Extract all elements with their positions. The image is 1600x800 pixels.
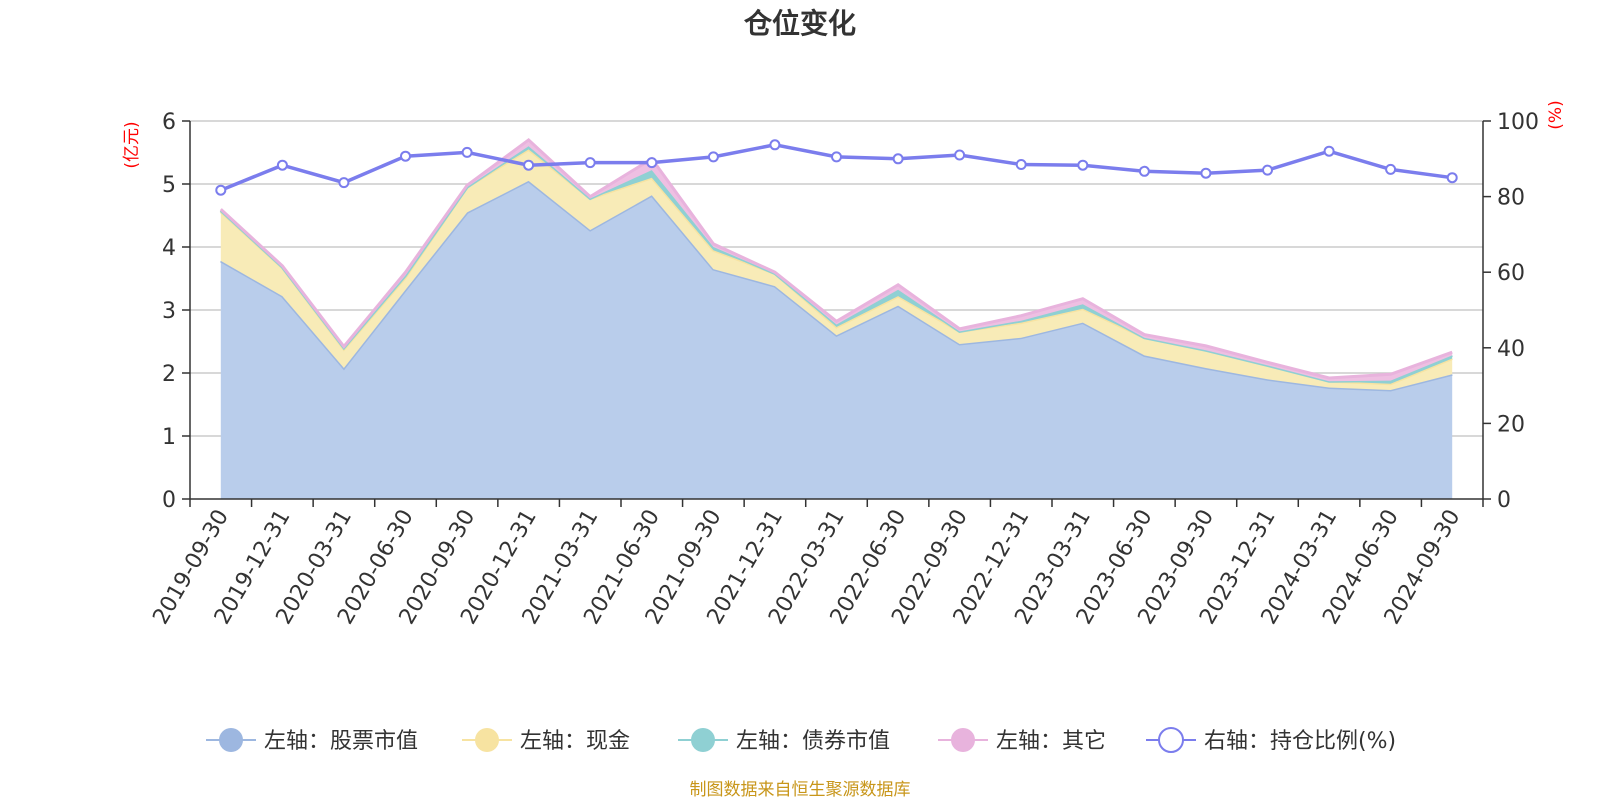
holding-ratio-point bbox=[1385, 163, 1397, 175]
holding-ratio-point bbox=[1015, 159, 1027, 170]
holding-ratio-point bbox=[215, 184, 227, 196]
legend-marker bbox=[1158, 727, 1184, 753]
holding-ratio-point bbox=[646, 157, 658, 169]
right-axis-tick-label: 80 bbox=[1497, 186, 1525, 211]
holding-ratio-point bbox=[831, 151, 842, 163]
right-axis-tick-label: 40 bbox=[1497, 337, 1525, 362]
holding-ratio-point bbox=[1077, 159, 1089, 171]
legend-marker bbox=[951, 728, 975, 752]
holding-ratio-line bbox=[215, 139, 1458, 196]
left-axis-tick-label: 2 bbox=[162, 362, 176, 387]
holding-ratio-point bbox=[584, 157, 596, 169]
left-axis-tick-label: 5 bbox=[162, 173, 176, 198]
holding-ratio-point bbox=[461, 146, 473, 158]
legend-marker bbox=[219, 728, 243, 752]
data-source-footer: 制图数据来自恒生聚源数据库 bbox=[690, 780, 911, 800]
legend-label: 左轴：现金 bbox=[520, 729, 630, 754]
holding-ratio-point bbox=[1138, 165, 1150, 177]
holding-ratio-point bbox=[892, 153, 904, 165]
legend-item[interactable]: 右轴：持仓比例(%) bbox=[1146, 727, 1396, 754]
area-series-2 bbox=[220, 149, 1453, 390]
area-series-1 bbox=[220, 180, 1453, 499]
area-series-4-edge bbox=[219, 137, 1453, 380]
holding-ratio-point bbox=[1262, 164, 1273, 176]
holding-ratio-point bbox=[338, 177, 350, 189]
holding-ratio-point bbox=[400, 150, 411, 162]
right-axis-tick-label: 60 bbox=[1497, 261, 1525, 286]
holding-ratio-point bbox=[1200, 167, 1212, 179]
legend-marker bbox=[691, 728, 715, 752]
left-axis-tick-label: 1 bbox=[162, 425, 176, 450]
legend: 左轴：股票市值 左轴：现金 左轴：债券市值 左轴：其它 右轴：持仓比例(%) bbox=[206, 727, 1396, 754]
holding-ratio-point bbox=[1323, 145, 1335, 157]
holding-ratio-point bbox=[523, 159, 535, 171]
chart-title: 仓位变化 bbox=[744, 7, 856, 40]
legend-marker bbox=[475, 728, 499, 752]
stacked-areas bbox=[219, 137, 1453, 499]
holding-ratio-point bbox=[769, 139, 781, 151]
holding-ratio-point bbox=[707, 151, 719, 163]
left-axis-tick-label: 0 bbox=[162, 488, 176, 513]
left-axis-tick-label: 4 bbox=[162, 236, 176, 261]
holding-ratio-point bbox=[1446, 172, 1458, 184]
left-axis-tick-label: 3 bbox=[162, 299, 176, 324]
holding-ratio-point bbox=[954, 149, 966, 161]
legend-label: 左轴：债券市值 bbox=[736, 729, 890, 754]
right-axis-tick-label: 100 bbox=[1497, 110, 1539, 135]
legend-label: 左轴：其它 bbox=[996, 729, 1106, 754]
left-axis-tick-label: 6 bbox=[162, 110, 176, 135]
left-axis-unit: (亿元) bbox=[122, 121, 142, 168]
legend-item[interactable]: 左轴：其它 bbox=[938, 728, 1106, 754]
legend-label: 右轴：持仓比例(%) bbox=[1204, 729, 1396, 754]
legend-item[interactable]: 左轴：债券市值 bbox=[678, 728, 890, 754]
right-axis-tick-label: 0 bbox=[1497, 488, 1511, 513]
right-axis-tick-label: 20 bbox=[1497, 412, 1525, 437]
legend-item[interactable]: 左轴：现金 bbox=[462, 728, 630, 754]
legend-label: 左轴：股票市值 bbox=[264, 729, 418, 754]
holding-ratio-point bbox=[276, 159, 288, 171]
right-axis-unit: (%) bbox=[1546, 100, 1566, 129]
legend-item[interactable]: 左轴：股票市值 bbox=[206, 728, 418, 754]
